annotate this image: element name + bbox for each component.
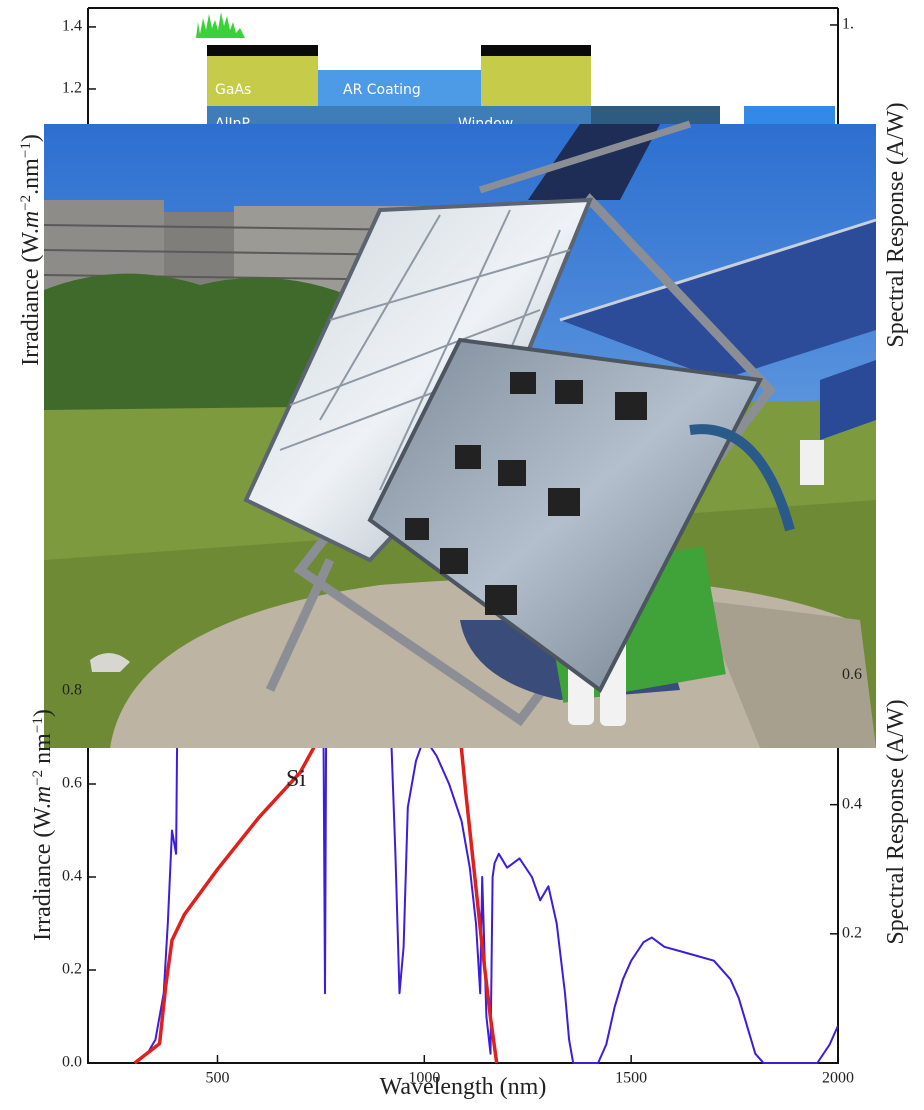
- x-axis-label: Wavelength (nm): [380, 1074, 547, 1100]
- y2-axis-label: Spectral Response (A/W): [883, 102, 909, 347]
- contact: [207, 45, 318, 56]
- top-chart: [88, 8, 838, 126]
- y2-axis-label: Spectral Response (A/W): [883, 699, 909, 944]
- y-axis-label: Irradiance (W.m−2 nm−1): [30, 709, 56, 941]
- label-part: m: [18, 211, 44, 228]
- y2-tick-label: 0.4: [842, 795, 862, 812]
- x-tick-label: 500: [205, 1070, 229, 1087]
- label-part: −2: [18, 195, 34, 211]
- annotation: Si: [286, 766, 306, 792]
- label-part: Irradiance (W.: [30, 803, 56, 941]
- label-part: nm: [30, 733, 56, 770]
- layer-label: AR Coating: [343, 82, 421, 98]
- gaas-layer: [207, 56, 318, 106]
- label-part: −1: [30, 717, 46, 733]
- figure: AlInPWindow: [0, 0, 924, 1110]
- photo: [44, 124, 876, 748]
- x-tick-label: 2000: [822, 1070, 854, 1087]
- layer-label: GaAs: [215, 82, 251, 98]
- label-part: ): [30, 709, 56, 717]
- y-tick-label: 0.0: [62, 1054, 82, 1071]
- y2-tick-label: 0.6: [842, 666, 862, 683]
- layer: [591, 106, 720, 126]
- window-layer: [207, 106, 591, 126]
- label-part: Irradiance (W.: [18, 228, 44, 366]
- y-tick-label: 0.8: [62, 682, 82, 699]
- label-part: −1: [18, 142, 34, 158]
- gaas-layer: [481, 56, 591, 106]
- layer: [744, 106, 835, 126]
- y2-tick-label: 1.: [842, 16, 854, 33]
- label-part: .nm: [18, 158, 44, 195]
- y-tick-label: 0.4: [62, 868, 82, 885]
- label-part: ): [18, 134, 44, 142]
- contact: [481, 45, 591, 56]
- y-tick-label: 1.2: [62, 80, 82, 97]
- label-part: m: [30, 786, 56, 803]
- spectrum-inset: [196, 12, 245, 38]
- y-axis-label: Irradiance (W.m−2.nm−1): [18, 134, 44, 366]
- label-part: −2: [30, 770, 46, 786]
- y-tick-label: 0.2: [62, 961, 82, 978]
- y-tick-label: 0.6: [62, 775, 82, 792]
- x-tick-label: 1500: [615, 1070, 647, 1087]
- y-tick-label: 1.4: [62, 18, 82, 35]
- y2-tick-label: 0.2: [842, 925, 862, 942]
